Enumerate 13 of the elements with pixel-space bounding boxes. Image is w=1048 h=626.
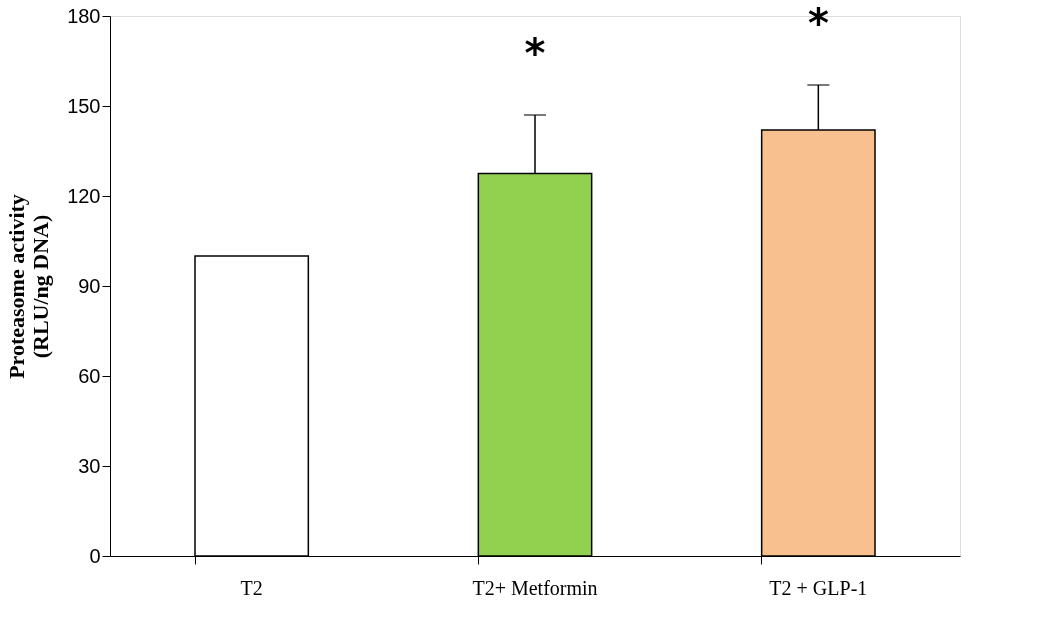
y-tick-label: 30 — [78, 454, 101, 477]
y-tick-label: 60 — [78, 364, 101, 387]
y-tick-label: 0 — [89, 544, 101, 567]
y-axis-title: Proteasome activity (RLU/ng DNA) — [4, 194, 54, 379]
y-tick-label: 120 — [67, 184, 101, 207]
x-tick-label: T2+ Metformin — [472, 576, 598, 599]
annotation: * — [807, 0, 829, 46]
y-tick-label: 180 — [67, 4, 101, 27]
y-tick-label: 90 — [78, 274, 101, 297]
annotation: * — [524, 30, 546, 76]
x-tick-label: T2 + GLP-1 — [769, 576, 868, 599]
x-tick-label: T2 — [240, 576, 263, 599]
y-tick-label: 150 — [67, 94, 101, 117]
